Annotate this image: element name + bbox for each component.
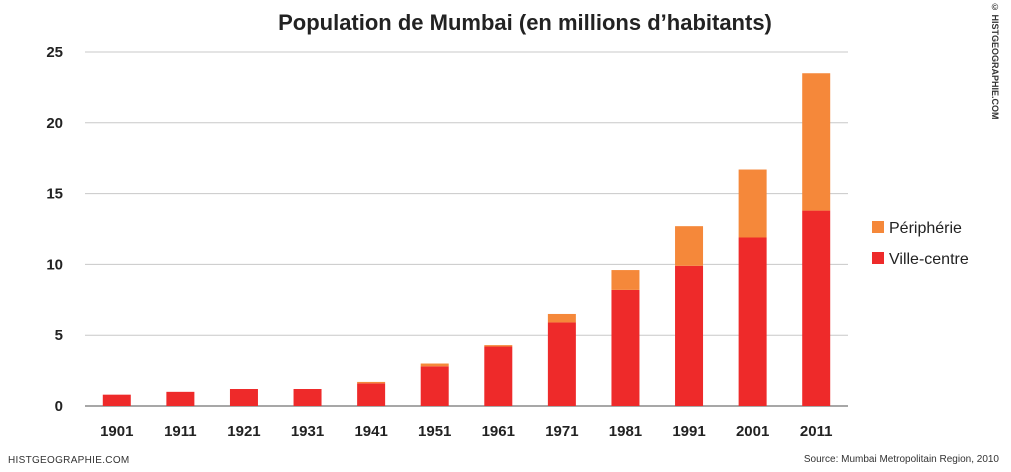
bar-peripherie-2001 bbox=[738, 169, 767, 238]
bar-peripherie-1991 bbox=[675, 226, 704, 266]
legend: Périphérie Ville-centre bbox=[872, 220, 969, 268]
x-tick-label: 2001 bbox=[736, 423, 769, 440]
bar-ville-centre-1911 bbox=[166, 391, 195, 406]
x-tick-label: 1921 bbox=[227, 423, 260, 440]
x-tick-label: 1961 bbox=[482, 423, 515, 440]
bar-peripherie-1941 bbox=[357, 381, 386, 384]
y-tick-label: 20 bbox=[46, 115, 63, 132]
bar-peripherie-1961 bbox=[484, 345, 513, 347]
bar-peripherie-1981 bbox=[611, 270, 640, 290]
bar-peripherie-2011 bbox=[802, 73, 831, 211]
bar-ville-centre-1941 bbox=[357, 383, 386, 406]
bar-ville-centre-2001 bbox=[738, 237, 767, 406]
bar-ville-centre-1921 bbox=[229, 389, 258, 406]
y-tick-label: 25 bbox=[46, 44, 63, 61]
y-tick-label: 5 bbox=[55, 327, 63, 344]
bar-peripherie-1971 bbox=[547, 313, 576, 323]
legend-swatch bbox=[872, 221, 884, 233]
x-tick-label: 1941 bbox=[354, 423, 387, 440]
bar-peripherie-1951 bbox=[420, 363, 449, 367]
copyright-watermark: © HISTGEOGRAPHIE.COM bbox=[990, 2, 1000, 120]
bar-ville-centre-1971 bbox=[547, 322, 576, 406]
legend-label: Périphérie bbox=[889, 220, 962, 237]
footer-source: Source: Mumbai Metropolitain Region, 201… bbox=[803, 454, 999, 465]
x-axis: 1901 1911 1921 1931 1941 1951 1961 1971 1981 1991… bbox=[100, 423, 832, 440]
bar-ville-centre-1981 bbox=[611, 289, 640, 406]
x-tick-label: 1951 bbox=[418, 423, 451, 440]
x-tick-label: 1901 bbox=[100, 423, 133, 440]
bar-ville-centre-1951 bbox=[420, 366, 449, 406]
bar-ville-centre-1961 bbox=[484, 346, 513, 406]
y-axis: 0 5 10 15 20 25 bbox=[46, 44, 63, 415]
x-tick-label: 1911 bbox=[164, 423, 197, 440]
chart-title: Population de Mumbai (en millions d’habi… bbox=[278, 10, 772, 35]
footer-site: HISTGEOGRAPHIE.COM bbox=[8, 455, 130, 466]
legend-swatch bbox=[872, 252, 884, 264]
y-tick-label: 15 bbox=[46, 186, 63, 203]
bar-ville-centre-2011 bbox=[802, 210, 831, 406]
x-tick-label: 1931 bbox=[291, 423, 324, 440]
bars bbox=[102, 73, 831, 406]
bar-ville-centre-1901 bbox=[102, 394, 131, 406]
legend-label: Ville-centre bbox=[889, 251, 969, 268]
grid bbox=[85, 51, 848, 407]
y-tick-label: 0 bbox=[55, 398, 63, 415]
bar-ville-centre-1991 bbox=[675, 265, 704, 406]
y-tick-label: 10 bbox=[46, 256, 63, 273]
x-tick-label: 1991 bbox=[672, 423, 705, 440]
x-tick-label: 1971 bbox=[545, 423, 578, 440]
x-tick-label: 1981 bbox=[609, 423, 642, 440]
bar-ville-centre-1931 bbox=[293, 389, 322, 406]
x-tick-label: 2011 bbox=[800, 423, 833, 440]
